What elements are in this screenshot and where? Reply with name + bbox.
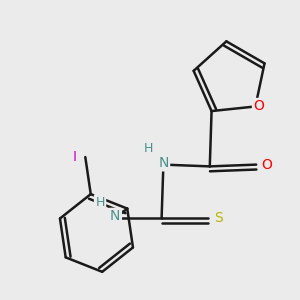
- Text: H: H: [143, 142, 153, 155]
- Text: N: N: [110, 209, 120, 224]
- Text: N: N: [158, 156, 169, 170]
- Text: O: O: [261, 158, 272, 172]
- Text: H: H: [95, 196, 105, 208]
- Text: S: S: [214, 211, 223, 225]
- Text: O: O: [254, 100, 264, 113]
- Text: I: I: [73, 150, 76, 164]
